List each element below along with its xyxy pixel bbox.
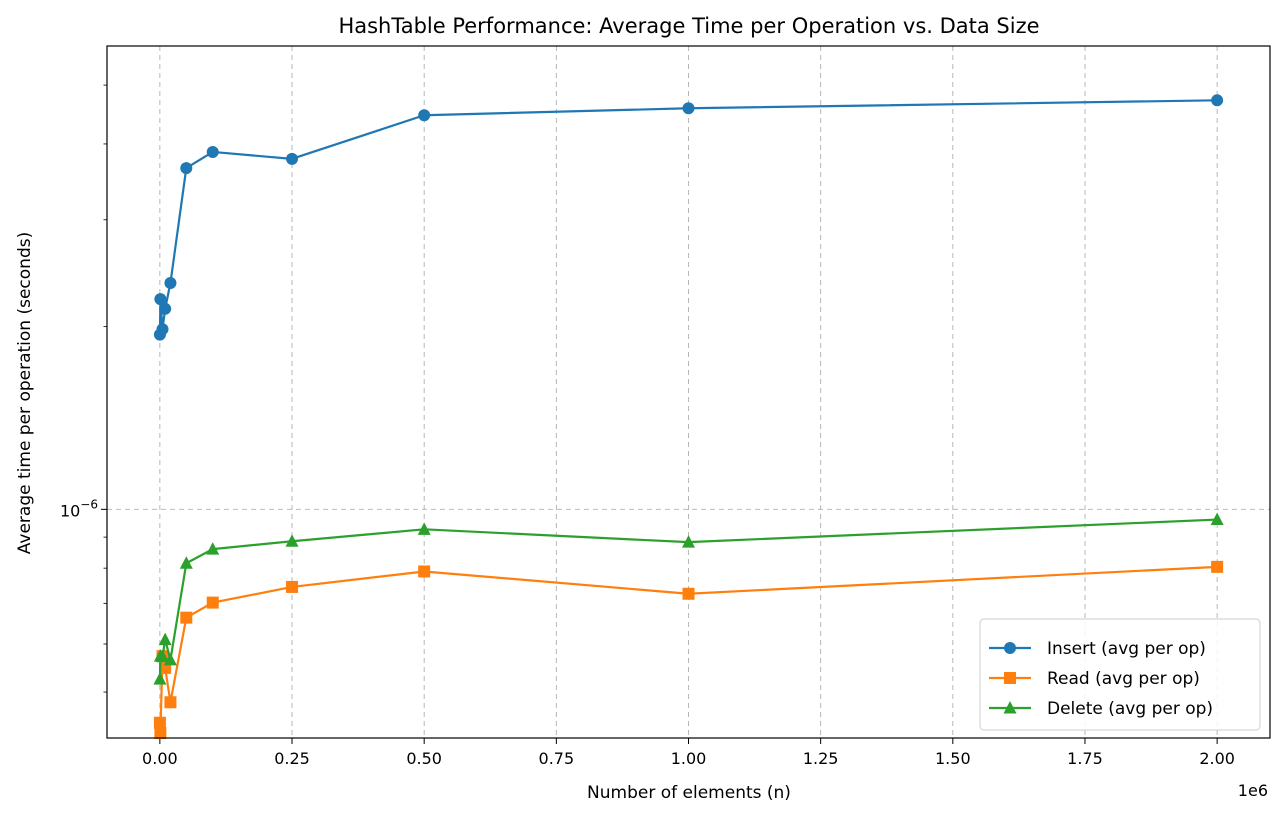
data-point xyxy=(153,716,166,729)
data-point xyxy=(154,293,167,306)
data-point xyxy=(156,323,169,336)
x-tick-label: 1.50 xyxy=(935,749,971,768)
data-point xyxy=(159,302,172,315)
legend-marker xyxy=(1003,701,1017,714)
data-point xyxy=(206,145,219,158)
data-point xyxy=(682,535,695,548)
x-tick-label: 0.50 xyxy=(406,749,442,768)
data-point xyxy=(164,696,177,709)
x-tick-label: 1.25 xyxy=(803,749,839,768)
data-point xyxy=(285,534,299,547)
data-point xyxy=(286,152,299,165)
legend-label: Insert (avg per op) xyxy=(1047,639,1206,659)
legend-marker xyxy=(1004,672,1016,684)
y-tick-label: 10−6 xyxy=(60,497,98,520)
series-3 xyxy=(153,512,1224,685)
x-tick-label: 0.75 xyxy=(539,749,575,768)
legend-item: Insert (avg per op) xyxy=(989,639,1206,659)
series-1 xyxy=(153,94,1224,341)
data-point xyxy=(206,542,220,555)
x-axis-label: Number of elements (n) xyxy=(587,783,791,803)
data-point xyxy=(1210,512,1224,526)
chart-title: HashTable Performance: Average Time per … xyxy=(338,14,1039,38)
data-point xyxy=(156,649,170,663)
legend-box xyxy=(979,618,1261,731)
data-point xyxy=(418,109,431,122)
data-point xyxy=(1211,94,1224,107)
plot-frame xyxy=(106,45,1271,739)
legend-item: Read (avg per op) xyxy=(989,669,1200,689)
y-axis-label: Average time per operation (seconds) xyxy=(15,232,35,554)
legend-label: Delete (avg per op) xyxy=(1047,699,1213,719)
legend-label: Read (avg per op) xyxy=(1047,669,1200,689)
data-point xyxy=(180,162,193,175)
x-tick-label: 0.00 xyxy=(142,749,178,768)
data-point xyxy=(1211,560,1224,573)
legend: Insert (avg per op) Read (avg per op) Dele… xyxy=(979,618,1261,731)
data-point xyxy=(206,596,219,609)
data-point xyxy=(417,522,431,535)
data-point xyxy=(158,632,172,646)
data-point xyxy=(682,102,695,115)
x-tick-label: 1.00 xyxy=(671,749,707,768)
data-point xyxy=(164,277,177,290)
axis-ticks: 0.00 0.25 0.50 0.75 1.00 1.25 1.50 1.75 2.00 10−6 xyxy=(60,84,1235,768)
data-point xyxy=(418,565,431,578)
series-group xyxy=(153,94,1224,740)
x-tick-label: 0.25 xyxy=(274,749,310,768)
data-point xyxy=(179,556,193,569)
x-tick-label: 2.00 xyxy=(1199,749,1235,768)
x-axis-offset-label: 1e6 xyxy=(1238,781,1268,800)
legend-marker xyxy=(1004,642,1016,654)
data-point xyxy=(154,727,167,740)
x-tick-label: 1.75 xyxy=(1067,749,1103,768)
data-point xyxy=(153,672,167,685)
data-point xyxy=(163,652,177,666)
data-point xyxy=(682,587,695,600)
data-point xyxy=(180,611,193,624)
data-point xyxy=(286,580,299,593)
legend-item: Delete (avg per op) xyxy=(989,699,1213,719)
